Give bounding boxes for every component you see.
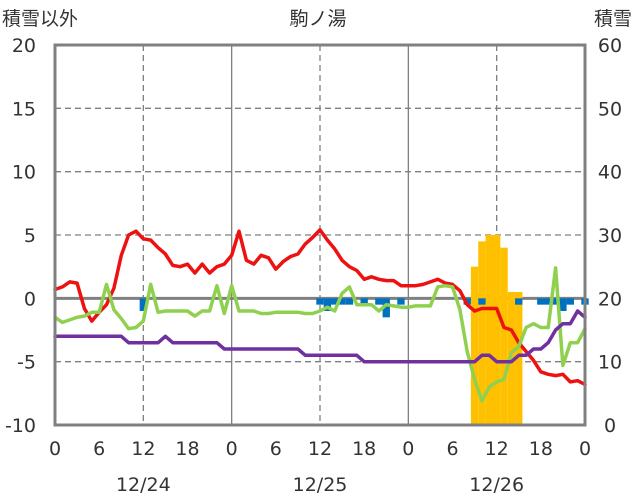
- snowfall-bar: [500, 247, 508, 425]
- snowfall-bar: [478, 241, 486, 425]
- precip-bar: [397, 298, 405, 305]
- y-tick-left: 15: [12, 98, 36, 120]
- precip-bar: [559, 298, 567, 311]
- y-axis-left-ticks: 20 15 10 5 0 -5 -10: [5, 35, 36, 437]
- chart-title: 駒ノ湯: [289, 8, 346, 30]
- x-tick: 6: [446, 438, 458, 460]
- precip-bar: [331, 298, 339, 305]
- x-tick: 0: [402, 438, 414, 460]
- precip-bar: [338, 298, 346, 305]
- snowfall-bar: [470, 266, 479, 425]
- y-tick-left: -10: [5, 415, 36, 437]
- x-tick: 0: [49, 438, 61, 460]
- x-tick: 18: [352, 438, 376, 460]
- date-label: 12/24: [116, 474, 171, 496]
- x-axis-ticks: 0 6 12 18 0 6 12 18 0 6 12 18 0: [49, 438, 591, 460]
- y-axis-right-ticks: 60 50 40 30 20 10 0: [598, 35, 622, 437]
- x-tick: 12: [131, 438, 155, 460]
- precip-bar: [139, 298, 148, 311]
- x-tick: 12: [308, 438, 332, 460]
- precip-bar: [375, 298, 383, 305]
- x-tick: 18: [175, 438, 199, 460]
- plot-frame: [53, 43, 587, 427]
- x-tick: 0: [226, 438, 238, 460]
- series-line-purple: [53, 309, 587, 364]
- y-tick-right: 10: [598, 352, 622, 374]
- snowfall-bar: [515, 292, 523, 425]
- precip-bar: [544, 298, 552, 305]
- y-tick-right: 40: [598, 162, 622, 184]
- x-tick: 18: [529, 438, 553, 460]
- y-axis-left-label: 積雪以外: [2, 8, 78, 30]
- y-tick-left: 20: [12, 35, 36, 57]
- precip-bar: [316, 298, 324, 305]
- series-line-green: [53, 266, 587, 403]
- y-tick-left: 10: [12, 162, 36, 184]
- line-layer: [53, 228, 587, 403]
- precip-bar: [515, 298, 523, 305]
- y-tick-right: 20: [598, 288, 622, 310]
- y-axis-right-label: 積雪: [594, 8, 632, 30]
- x-tick: 0: [579, 438, 591, 460]
- precip-bar: [551, 298, 560, 305]
- x-tick: 6: [270, 438, 282, 460]
- precip-bar: [382, 298, 390, 318]
- precip-bar: [345, 298, 354, 305]
- bar-layer: [139, 235, 589, 425]
- date-label: 12/26: [469, 474, 524, 496]
- y-tick-right: 30: [598, 225, 622, 247]
- snowfall-bar: [492, 235, 501, 425]
- precip-bar: [566, 298, 574, 305]
- precip-bar: [360, 298, 368, 305]
- y-tick-left: -5: [17, 352, 36, 374]
- x-tick: 6: [93, 438, 105, 460]
- y-tick-right: 0: [604, 415, 616, 437]
- series-line-red: [53, 228, 587, 387]
- date-labels: 12/24 12/25 12/26: [116, 474, 524, 496]
- x-tick: 12: [485, 438, 509, 460]
- y-tick-left: 5: [24, 225, 36, 247]
- precip-bar: [537, 298, 545, 305]
- snowfall-bar: [485, 235, 493, 425]
- y-tick-right: 60: [598, 35, 622, 57]
- y-tick-left: 0: [24, 288, 36, 310]
- precip-bar: [478, 298, 486, 305]
- y-tick-right: 50: [598, 98, 622, 120]
- precip-bar: [323, 298, 332, 311]
- date-label: 12/25: [293, 474, 348, 496]
